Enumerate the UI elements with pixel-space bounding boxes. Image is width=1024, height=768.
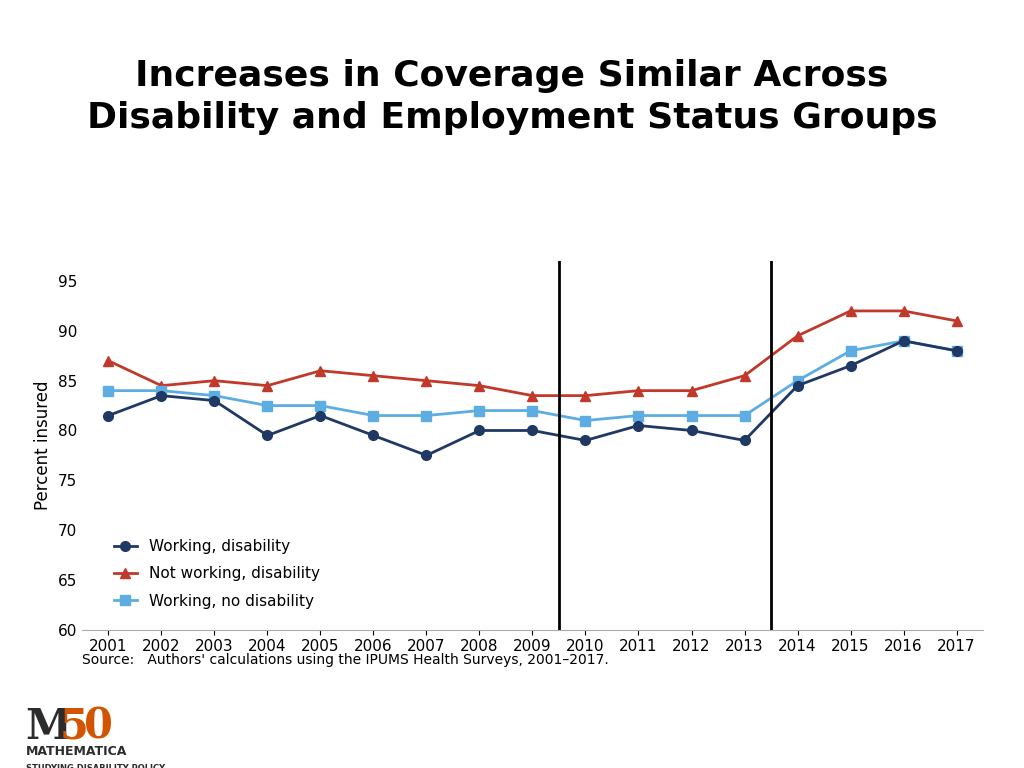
Y-axis label: Percent insured: Percent insured: [34, 381, 52, 510]
Text: Source:   Authors' calculations using the IPUMS Health Surveys, 2001–2017.: Source: Authors' calculations using the …: [82, 654, 608, 667]
Text: 0: 0: [84, 706, 113, 748]
Text: 5: 5: [59, 706, 88, 748]
Text: M: M: [26, 706, 72, 748]
Legend: Working, disability, Not working, disability, Working, no disability: Working, disability, Not working, disabi…: [108, 533, 326, 614]
Text: MATHEMATICA: MATHEMATICA: [26, 745, 127, 758]
Text: Increases in Coverage Similar Across
Disability and Employment Status Groups: Increases in Coverage Similar Across Dis…: [87, 58, 937, 135]
Text: STUDYING DISABILITY POLICY: STUDYING DISABILITY POLICY: [26, 764, 165, 768]
